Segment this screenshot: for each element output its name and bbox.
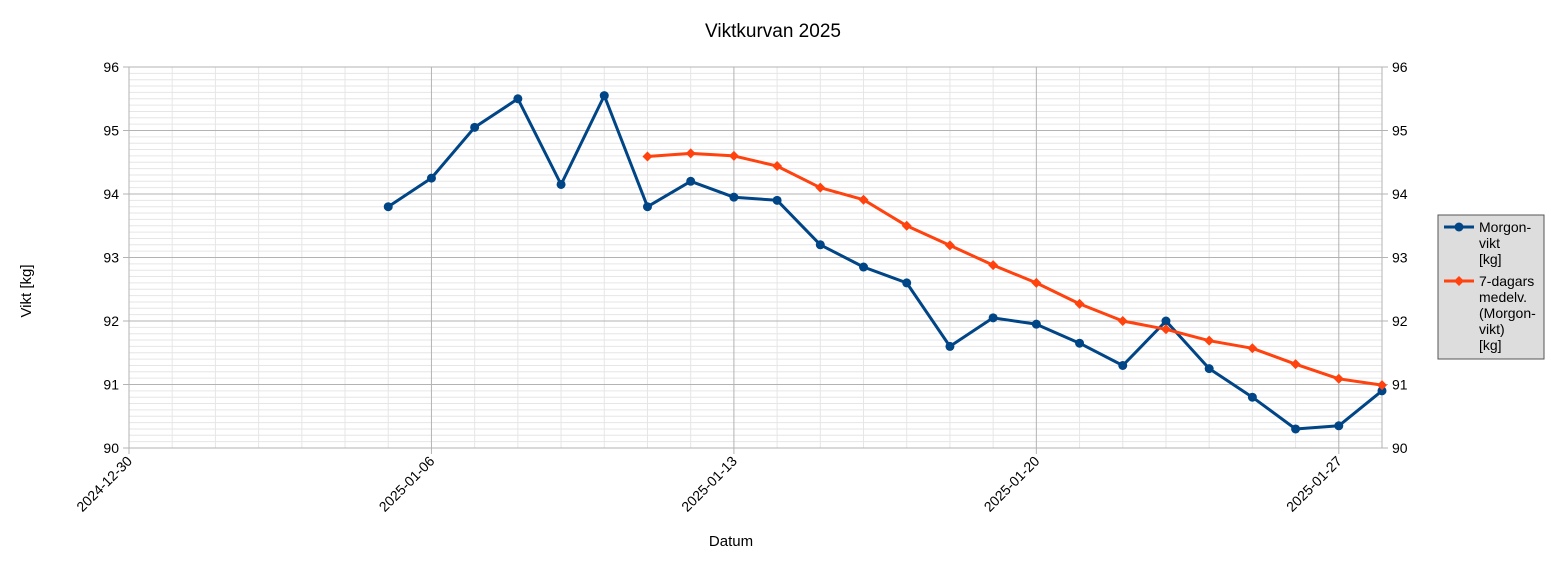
y-tick-label-right: 94 (1392, 186, 1408, 202)
y-axis-label: Vikt [kg] (18, 264, 35, 317)
data-point (729, 192, 739, 202)
y-tick-label-right: 93 (1392, 250, 1408, 266)
data-point (1377, 386, 1387, 396)
data-point (944, 240, 955, 251)
legend: Morgon-vikt[kg]7-dagarsmedelv.(Morgon-vi… (1437, 214, 1545, 360)
data-point (470, 122, 480, 132)
data-point (1291, 424, 1301, 434)
y-tick-label-left: 92 (103, 313, 119, 329)
data-point (556, 179, 566, 189)
data-point (1161, 316, 1171, 326)
x-tick-label: 2024-12-30 (73, 453, 135, 515)
data-point (1204, 335, 1215, 346)
data-point (599, 91, 609, 101)
y-tick-label-right: 91 (1392, 377, 1408, 393)
data-point (685, 148, 696, 159)
y-tick-label-right: 96 (1392, 59, 1408, 75)
x-tick-label: 2025-01-06 (376, 453, 438, 515)
y-tick-label-right: 92 (1392, 313, 1408, 329)
data-point (988, 260, 999, 271)
y-tick-label-left: 90 (103, 440, 119, 456)
chart-title: Viktkurvan 2025 (705, 21, 841, 42)
data-point (1074, 298, 1085, 309)
y-tick-label-left: 94 (103, 186, 119, 202)
series-line (387, 94, 1383, 431)
y-axis-left-ticks: 90 91 92 93 94 95 96 (103, 59, 129, 456)
data-point (513, 94, 523, 104)
x-tick-label: 2025-01-20 (981, 453, 1043, 515)
legend-box (1437, 214, 1545, 360)
data-point (1117, 316, 1128, 326)
y-axis-right-ticks: 90 91 92 93 94 95 96 (1382, 59, 1408, 456)
legend-label-line: Morgon- (1479, 219, 1531, 235)
data-point (1377, 380, 1387, 391)
series-layer (383, 91, 1387, 434)
data-point (686, 176, 696, 186)
data-point (1247, 392, 1257, 402)
data-point (772, 161, 783, 172)
y-tick-label-right: 95 (1392, 123, 1408, 139)
data-point (426, 173, 436, 183)
legend-swatch-marker (1454, 276, 1464, 286)
y-tick-label-left: 93 (103, 250, 119, 266)
y-tick-label-right: 90 (1392, 440, 1408, 456)
data-point (945, 341, 955, 351)
x-tick-label: 2025-01-27 (1283, 453, 1345, 515)
data-point (1204, 364, 1214, 374)
data-point (1334, 421, 1344, 431)
y-tick-label-left: 91 (103, 377, 119, 393)
data-point (642, 151, 653, 162)
legend-label-line: medelv. (1479, 289, 1527, 305)
data-point (1290, 359, 1301, 370)
data-point (728, 150, 739, 161)
legend-label-line: 7-dagars (1479, 273, 1534, 289)
data-point (772, 195, 782, 205)
data-point (1160, 324, 1171, 335)
legend-label-line: vikt) (1479, 321, 1505, 337)
data-point (902, 278, 912, 288)
legend-label-line: [kg] (1479, 337, 1502, 353)
data-point (859, 262, 869, 272)
data-point (383, 202, 393, 212)
x-tick-label: 2025-01-13 (678, 453, 740, 515)
legend-label-line: vikt (1479, 235, 1500, 251)
data-point (901, 220, 912, 231)
data-point (642, 202, 652, 212)
data-point (1031, 319, 1041, 329)
data-point (1075, 338, 1085, 348)
data-point (1333, 373, 1344, 384)
data-point (1118, 360, 1128, 370)
legend-label-line: (Morgon- (1479, 305, 1536, 321)
x-axis-label: Datum (709, 533, 753, 550)
data-point (988, 313, 998, 323)
data-point (1031, 277, 1042, 288)
legend-item-1: Morgon-vikt[kg] (1444, 219, 1531, 267)
data-point (858, 194, 869, 205)
data-point (1247, 343, 1258, 354)
y-tick-label-left: 95 (103, 123, 119, 139)
series-line (647, 151, 1383, 387)
y-tick-label-left: 96 (103, 59, 119, 75)
series-2 (642, 148, 1387, 391)
data-point (815, 240, 825, 250)
series-1 (383, 91, 1387, 434)
x-axis-ticks: 2024-12-30 2025-01-06 2025-01-13 2025-01-20… (73, 448, 1345, 515)
legend-label-line: [kg] (1479, 251, 1502, 267)
legend-swatch-marker (1454, 222, 1464, 232)
data-point (815, 182, 826, 193)
